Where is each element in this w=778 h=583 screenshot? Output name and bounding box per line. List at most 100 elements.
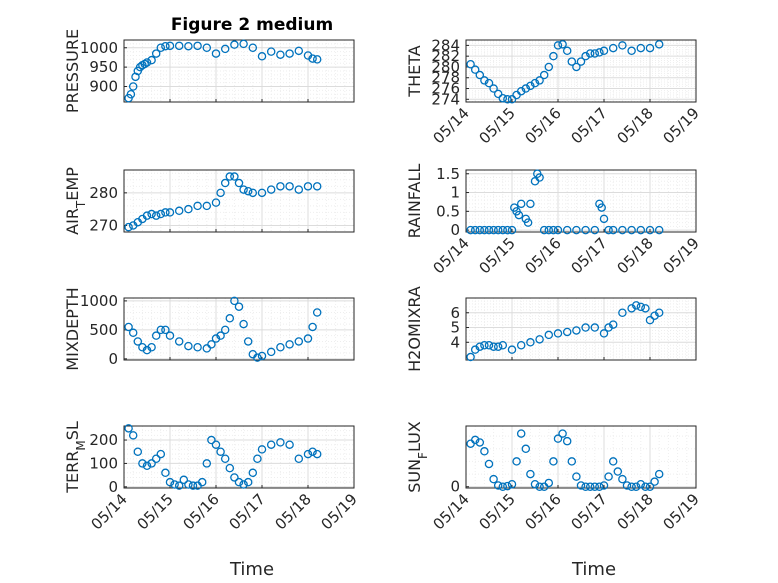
y-tick-label: 1000: [80, 292, 118, 310]
data-point: [211, 49, 221, 58]
data-point: [239, 319, 248, 329]
series-markers: [124, 172, 322, 232]
x-tick-label: 05/19: [660, 104, 703, 147]
y-tick-label: 280: [89, 184, 118, 202]
data-point: [622, 481, 632, 490]
data-point: [174, 41, 184, 51]
data-point: [475, 342, 485, 351]
axes-box: [465, 169, 697, 233]
data-point: [470, 225, 480, 235]
data-point: [581, 482, 590, 491]
data-point: [599, 481, 609, 490]
y-axis-label-part: PRESSURE: [63, 29, 82, 113]
figure-title: Figure 2 medium: [171, 15, 333, 35]
data-point: [220, 325, 230, 335]
y-axis-label-part: SL: [63, 421, 82, 440]
data-point: [535, 76, 544, 85]
data-point: [641, 482, 650, 491]
x-tick-label: 05/14: [88, 490, 131, 533]
x-tick-label: 05/17: [568, 234, 611, 277]
data-point: [507, 225, 517, 235]
series-markers: [466, 169, 664, 235]
y-tick-label: 284: [431, 36, 460, 54]
y-axis-label-part: H2OMIXRA: [405, 286, 424, 372]
data-point: [184, 480, 193, 489]
data-point: [239, 185, 248, 194]
data-point: [654, 308, 664, 318]
data-point: [193, 41, 202, 51]
data-point: [530, 78, 540, 88]
data-point: [174, 206, 184, 216]
data-point: [618, 308, 627, 318]
data-point: [480, 340, 489, 350]
data-point: [211, 440, 221, 449]
data-point: [544, 225, 554, 235]
data-point: [128, 328, 138, 338]
data-point: [243, 337, 253, 346]
data-point: [170, 480, 179, 489]
data-point: [631, 482, 641, 491]
data-point: [558, 429, 567, 438]
y-tick-label: 1.5: [436, 165, 460, 183]
x-tick-label: 05/14: [430, 104, 473, 147]
data-point: [613, 467, 623, 476]
data-point: [470, 65, 480, 74]
x-tick-label: 05/17: [568, 104, 611, 147]
y-axis-label-part: EMP: [63, 167, 82, 201]
data-point: [239, 39, 248, 49]
x-axis-label-right: Time: [571, 559, 616, 580]
data-point: [147, 209, 156, 219]
data-point: [253, 353, 262, 362]
data-point: [484, 78, 494, 88]
y-tick-label: 500: [89, 321, 118, 339]
data-point: [285, 340, 294, 349]
data-point: [507, 345, 517, 354]
data-point: [234, 477, 244, 487]
data-point: [257, 351, 267, 361]
data-point: [608, 225, 618, 235]
data-point: [562, 225, 572, 235]
data-point: [590, 482, 600, 491]
data-point: [553, 434, 563, 443]
data-point: [631, 301, 641, 310]
x-tick-label: 05/19: [660, 234, 703, 277]
y-axis-label: THETA: [405, 45, 424, 97]
data-point: [608, 457, 618, 466]
y-axis-label: MIXDEPTH: [63, 287, 82, 370]
y-axis-label: H2OMIXRA: [405, 286, 424, 372]
data-point: [174, 337, 184, 346]
y-tick-label: 278: [431, 69, 460, 87]
data-point: [572, 472, 581, 481]
data-point: [133, 447, 143, 456]
data-point: [535, 482, 544, 491]
data-point: [248, 188, 258, 198]
data-point: [165, 477, 175, 487]
y-axis-label-part: MIXDEPTH: [63, 287, 82, 370]
data-point: [480, 76, 489, 85]
data-point: [498, 225, 508, 235]
series-markers: [124, 39, 322, 103]
data-point: [207, 340, 216, 349]
axes-background: [124, 170, 354, 232]
y-tick-label: 0: [108, 350, 118, 368]
data-point: [197, 477, 207, 487]
data-point: [151, 49, 161, 58]
data-point: [466, 352, 475, 362]
axes-background: [124, 298, 354, 360]
y-tick-label: 0: [450, 221, 460, 239]
y-tick-label: 4: [450, 333, 460, 351]
data-point: [230, 473, 239, 482]
data-point: [599, 329, 609, 338]
data-point: [523, 218, 533, 227]
data-point: [193, 343, 202, 352]
y-tick-label: 0.5: [436, 202, 460, 220]
data-point: [248, 468, 258, 478]
data-point: [553, 225, 563, 235]
data-point: [572, 62, 581, 72]
data-point: [507, 95, 517, 104]
data-point: [636, 43, 646, 53]
x-tick-label: 05/16: [180, 490, 223, 533]
data-point: [618, 225, 627, 235]
y-tick-label: 1: [450, 184, 460, 202]
